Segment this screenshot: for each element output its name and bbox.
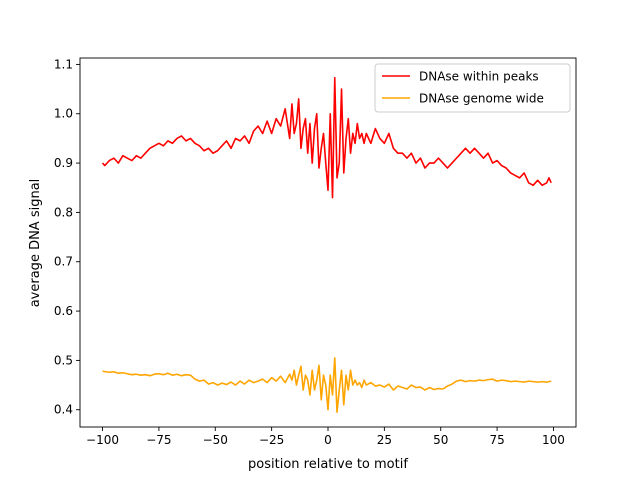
legend-label: DNAse genome wide <box>419 92 544 106</box>
x-tick-label: 100 <box>542 433 565 447</box>
y-tick-label: 1.1 <box>54 57 73 71</box>
x-axis-label: position relative to motif <box>248 457 408 472</box>
series-line-2 <box>102 357 552 414</box>
y-tick-label: 0.6 <box>54 304 73 318</box>
x-tick-label: −50 <box>203 433 228 447</box>
y-tick-label: 0.5 <box>54 353 73 367</box>
legend-box <box>374 63 571 113</box>
x-tick-label: −100 <box>86 433 119 447</box>
legend: DNAse within peaks DNAse genome wide <box>374 63 571 113</box>
x-tick-label: −75 <box>146 433 171 447</box>
series-line-1 <box>101 76 552 199</box>
legend-label: DNAse within peaks <box>419 70 539 84</box>
y-tick-label: 0.8 <box>54 205 73 219</box>
y-tick-label: 0.4 <box>54 403 73 417</box>
x-tick-label: −25 <box>259 433 284 447</box>
x-tick-label: 75 <box>489 433 504 447</box>
x-tick-label: 0 <box>324 433 332 447</box>
y-axis-label: average DNA signal <box>28 179 43 308</box>
y-tick-label: 0.9 <box>54 156 73 170</box>
y-tick-label: 0.7 <box>54 255 73 269</box>
y-tick-label: 1.0 <box>54 107 73 121</box>
axes-layer: −100 −75 −50 −25 0 25 50 75 100 0.4 0.5 0.6 0.7 0.8 0.… <box>54 57 577 447</box>
x-tick-label: 50 <box>433 433 448 447</box>
x-tick-label: 25 <box>377 433 392 447</box>
series-layer <box>101 76 552 414</box>
